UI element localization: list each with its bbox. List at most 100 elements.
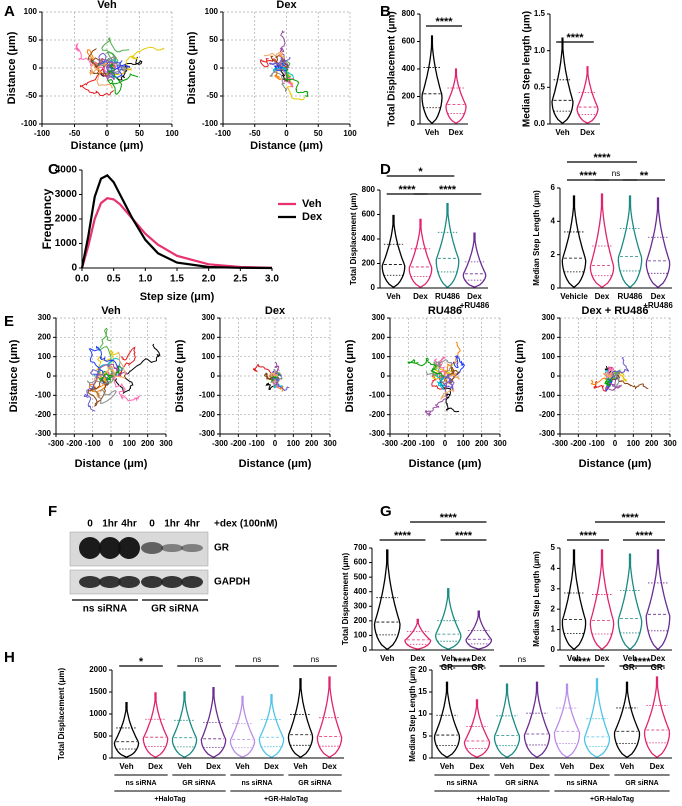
y-tick-label: 200 bbox=[372, 332, 386, 341]
group-label: GR siRNA bbox=[625, 780, 658, 787]
category-label: Dex bbox=[413, 292, 428, 301]
panel-letter: A bbox=[4, 3, 15, 20]
x-tick-label: -100 bbox=[249, 439, 266, 448]
x-tick-label: 200 bbox=[141, 439, 155, 448]
y-tick-label: 50 bbox=[209, 35, 218, 44]
trajectory bbox=[440, 372, 460, 401]
category-label: RU486 bbox=[618, 292, 643, 301]
gr-band bbox=[161, 544, 183, 552]
trajectory bbox=[441, 374, 455, 391]
x-tick-label: 0.5 bbox=[107, 274, 121, 285]
y-tick-label: 100 bbox=[38, 352, 52, 361]
y-tick-label: -100 bbox=[21, 119, 38, 128]
significance-label: ns bbox=[311, 655, 319, 664]
y-axis-label: Median Step Length (μm) bbox=[532, 190, 541, 286]
y-tick-label: 2 bbox=[551, 250, 556, 259]
category-label: Veh bbox=[425, 128, 439, 137]
x-tick-label: 200 bbox=[305, 439, 319, 448]
protein-label: GAPDH bbox=[214, 577, 250, 588]
x-tick-label: 100 bbox=[165, 129, 179, 138]
y-tick-label: 0 bbox=[33, 63, 38, 72]
y-tick-label: -200 bbox=[199, 410, 216, 419]
violin bbox=[645, 197, 671, 288]
category-label: Dex bbox=[410, 654, 425, 663]
y-tick-label: 200 bbox=[354, 616, 368, 625]
y-tick-label: 1000 bbox=[55, 238, 78, 249]
trajectory bbox=[114, 343, 161, 394]
y-tick-label: -100 bbox=[369, 390, 386, 399]
significance-label: **** bbox=[453, 656, 471, 668]
y-tick-label: -200 bbox=[369, 410, 386, 419]
category-label: +RU486 bbox=[460, 301, 490, 310]
group-label: ns siRNA bbox=[241, 780, 272, 787]
plot-title: Dex bbox=[265, 305, 286, 317]
panel-letter: G bbox=[380, 503, 392, 520]
construct-label: +GR-HaloTag bbox=[590, 796, 634, 803]
y-tick-label: 3000 bbox=[55, 189, 78, 200]
violin bbox=[113, 701, 140, 758]
category-label: Dex bbox=[471, 654, 486, 663]
gr-band bbox=[118, 537, 140, 559]
y-tick-label: 5 bbox=[423, 731, 428, 740]
violin bbox=[523, 681, 551, 758]
y-tick-label: -100 bbox=[35, 390, 52, 399]
category-label: Dex bbox=[651, 654, 666, 663]
trajectory bbox=[270, 371, 279, 378]
group-label: GR siRNA bbox=[505, 780, 538, 787]
trajectory bbox=[612, 370, 621, 388]
significance-label: **** bbox=[579, 170, 597, 182]
y-tick-label: 0.5 bbox=[534, 82, 546, 91]
x-axis-label: Step size (μm) bbox=[140, 291, 215, 303]
category-label: Dex bbox=[148, 762, 163, 771]
category-label: Veh bbox=[440, 762, 454, 771]
y-axis-label: Median Step length (μm) bbox=[522, 11, 533, 127]
trajectory bbox=[273, 368, 283, 380]
trajectory bbox=[271, 377, 291, 391]
y-tick-label: 0 bbox=[71, 263, 77, 274]
y-tick-label: 4 bbox=[551, 564, 556, 573]
y-tick-label: 300 bbox=[372, 313, 386, 322]
significance-label: * bbox=[418, 166, 423, 178]
x-tick-label: 300 bbox=[323, 439, 337, 448]
x-tick-label: 200 bbox=[645, 439, 659, 448]
y-tick-label: 200 bbox=[362, 259, 376, 268]
trajectory bbox=[604, 378, 623, 391]
category-label: RU486 bbox=[435, 292, 460, 301]
violin bbox=[171, 691, 198, 758]
category-label: Dex bbox=[580, 128, 595, 137]
panel-letter: D bbox=[380, 161, 391, 178]
significance-label: ns bbox=[195, 655, 203, 664]
violin bbox=[561, 195, 587, 288]
category-label: Dex bbox=[590, 762, 605, 771]
x-axis-label: Distance (μm) bbox=[75, 458, 148, 470]
significance-label: ns bbox=[612, 169, 620, 178]
significance-label: **** bbox=[566, 32, 584, 44]
y-tick-label: 200 bbox=[202, 332, 216, 341]
category-label: Dex bbox=[264, 762, 279, 771]
plot-title: Dex bbox=[276, 0, 297, 11]
x-tick-label: -50 bbox=[69, 129, 81, 138]
category-label: Dex bbox=[650, 762, 665, 771]
violin bbox=[381, 214, 406, 288]
significance-label: **** bbox=[440, 512, 458, 524]
x-tick-label: -200 bbox=[570, 439, 587, 448]
category-label: +RU486 bbox=[643, 301, 673, 310]
violin bbox=[462, 232, 487, 288]
x-tick-label: 100 bbox=[457, 439, 471, 448]
trajectory bbox=[274, 61, 289, 72]
y-tick-label: 100 bbox=[24, 7, 38, 16]
y-tick-label: 1.0 bbox=[534, 46, 546, 55]
plot-title: Veh bbox=[101, 305, 121, 317]
category-label: Dex bbox=[530, 762, 545, 771]
y-tick-label: 0 bbox=[103, 753, 108, 762]
trajectory bbox=[87, 379, 109, 407]
x-tick-label: 2.5 bbox=[233, 274, 247, 285]
significance-label: **** bbox=[621, 512, 639, 524]
trajectory bbox=[448, 355, 466, 378]
category-label: Dex bbox=[595, 654, 610, 663]
significance-label: **** bbox=[635, 530, 653, 542]
trajectory bbox=[284, 69, 309, 98]
trajectory bbox=[87, 48, 111, 75]
y-tick-label: 1500 bbox=[89, 687, 107, 696]
x-tick-label: -300 bbox=[48, 439, 65, 448]
